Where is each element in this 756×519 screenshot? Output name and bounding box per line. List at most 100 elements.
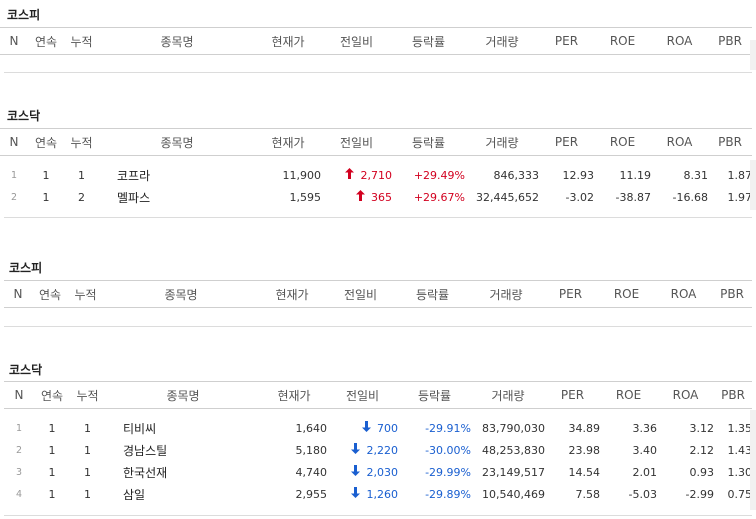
col-n: N [4, 381, 34, 409]
cell-rate: -29.89% [425, 487, 471, 501]
cell-streak: 1 [42, 168, 50, 182]
col-pbr: PBR [708, 27, 752, 55]
cell-streak: 1 [48, 487, 56, 501]
col-per: PER [545, 381, 600, 409]
scrollbar-track[interactable] [750, 410, 756, 510]
cell-total: 1 [84, 421, 91, 435]
col-streak: 연속 [28, 128, 64, 156]
section-title: 코스닥 [9, 363, 43, 377]
header-row: N 연속 누적 종목명 현재가 전일비 등락률 거래량 PER ROE ROA … [0, 27, 752, 55]
section-title: 코스닥 [7, 109, 41, 123]
cell-roa: 3.12 [689, 421, 715, 435]
col-pbr: PBR [714, 381, 752, 409]
col-roe: ROE [598, 280, 655, 308]
change-value: 365 [371, 191, 392, 204]
cell-change: 365 [321, 186, 392, 208]
stock-name-link[interactable]: 티비씨 [123, 421, 157, 436]
col-price: 현재가 [259, 280, 325, 308]
col-volume: 거래량 [471, 381, 545, 409]
cell-n: 1 [10, 169, 18, 181]
stock-table: N 연속 누적 종목명 현재가 전일비 등락률 거래량 PER ROE ROA … [4, 280, 752, 308]
cell-pbr: 1.87 [727, 168, 753, 182]
table-row[interactable]: 2 1 1 경남스틸 5,180 2,220 -30.00% 48,253,83… [4, 439, 752, 461]
stock-table: N 연속 누적 종목명 현재가 전일비 등락률 거래량 PER ROE ROA … [4, 381, 752, 505]
cell-n: 3 [15, 466, 23, 478]
col-rate: 등락률 [398, 381, 471, 409]
cell-price: 1,640 [295, 421, 328, 435]
scrollbar-track[interactable] [750, 160, 756, 210]
cell-pbr: 1.30 [727, 465, 753, 479]
col-roe: ROE [594, 27, 651, 55]
cell-per: -3.02 [565, 190, 594, 204]
col-n: N [0, 128, 28, 156]
cell-per: 23.98 [568, 443, 601, 457]
col-name: 종목명 [99, 27, 255, 55]
table-bottom-divider [4, 326, 752, 327]
cell-n: 2 [10, 191, 18, 203]
col-name: 종목명 [105, 381, 261, 409]
col-per: PER [543, 280, 598, 308]
col-volume: 거래량 [465, 128, 539, 156]
cell-roa: -16.68 [672, 190, 708, 204]
cell-price: 5,180 [295, 443, 328, 457]
cell-price: 2,955 [295, 487, 328, 501]
table-row[interactable]: 4 1 1 삼일 2,955 1,260 -29.89% 10,540,469 … [4, 483, 752, 505]
table-bottom-divider [4, 72, 752, 73]
cell-roe: 2.01 [632, 465, 658, 479]
change-value: 1,260 [366, 488, 399, 501]
change-value: 2,710 [360, 169, 393, 182]
change-value: 2,030 [366, 466, 399, 479]
cell-per: 34.89 [568, 421, 601, 435]
stock-name-link[interactable]: 한국선재 [123, 465, 168, 480]
cell-n: 4 [15, 488, 23, 500]
col-pbr: PBR [712, 280, 752, 308]
stock-name-link[interactable]: 코프라 [117, 168, 151, 183]
up-arrow-icon [355, 190, 365, 204]
table-row[interactable]: 1 1 1 티비씨 1,640 700 -29.91% 83,790,030 3… [4, 417, 752, 439]
stock-name-link[interactable]: 삼일 [123, 487, 146, 502]
down-arrow-icon [351, 443, 361, 457]
col-price: 현재가 [261, 381, 327, 409]
cell-volume: 32,445,652 [476, 190, 539, 204]
col-roe: ROE [600, 381, 657, 409]
cell-pbr: 1.35 [727, 421, 753, 435]
cell-change: 1,260 [327, 483, 398, 505]
table-row[interactable]: 2 1 2 멜파스 1,595 365 +29.67% 32,445,652 -… [0, 186, 752, 208]
cell-change: 2,030 [327, 461, 398, 483]
cell-price: 11,900 [282, 168, 322, 182]
header-row: N 연속 누적 종목명 현재가 전일비 등락률 거래량 PER ROE ROA … [0, 128, 752, 156]
col-roe: ROE [594, 128, 651, 156]
scrollbar-track[interactable] [750, 40, 756, 70]
col-rate: 등락률 [396, 280, 469, 308]
cell-change: 2,710 [321, 164, 392, 186]
col-price: 현재가 [255, 128, 321, 156]
col-streak: 연속 [28, 27, 64, 55]
cell-volume: 48,253,830 [482, 443, 545, 457]
col-rate: 등락률 [392, 128, 465, 156]
col-total: 누적 [68, 280, 103, 308]
cell-price: 4,740 [295, 465, 328, 479]
up-arrow-icon [345, 168, 355, 182]
col-volume: 거래량 [465, 27, 539, 55]
cell-volume: 846,333 [493, 168, 540, 182]
stock-name-link[interactable]: 경남스틸 [123, 443, 168, 458]
col-name: 종목명 [103, 280, 259, 308]
change-value: 2,220 [366, 444, 399, 457]
cell-per: 14.54 [568, 465, 601, 479]
col-total: 누적 [70, 381, 105, 409]
cell-rate: -29.99% [425, 465, 471, 479]
cell-roe: -5.03 [628, 487, 657, 501]
col-n: N [0, 27, 28, 55]
cell-per: 12.93 [562, 168, 595, 182]
cell-change: 700 [327, 417, 398, 439]
cell-roe: 3.36 [632, 421, 658, 435]
cell-streak: 1 [48, 421, 56, 435]
table-bottom-divider [4, 515, 752, 516]
table-row[interactable]: 1 1 1 코프라 11,900 2,710 +29.49% 846,333 1… [0, 164, 752, 186]
table-row[interactable]: 3 1 1 한국선재 4,740 2,030 -29.99% 23,149,51… [4, 461, 752, 483]
cell-rate: -29.91% [425, 421, 471, 435]
down-arrow-icon [351, 465, 361, 479]
col-price: 현재가 [255, 27, 321, 55]
section-title: 코스피 [9, 261, 43, 275]
stock-name-link[interactable]: 멜파스 [117, 190, 151, 205]
